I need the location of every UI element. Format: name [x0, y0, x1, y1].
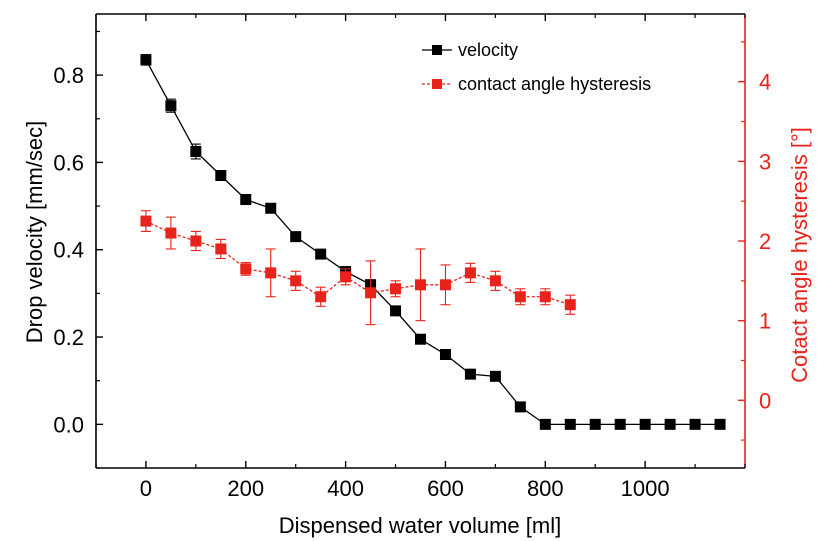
velocity-point — [539, 418, 551, 430]
legend: velocity contact angle hysteresis — [422, 40, 651, 94]
hysteresis-point — [365, 287, 377, 299]
velocity-point — [514, 401, 526, 413]
hysteresis-point — [140, 215, 152, 227]
y-right-axis-title: Cotact angle hysteresis [°] — [787, 127, 812, 383]
velocity-point — [315, 248, 327, 260]
y-left-tick-label: 0.4 — [53, 238, 84, 263]
hysteresis-point — [564, 299, 576, 311]
velocity-point — [390, 305, 402, 317]
hysteresis-point — [265, 267, 277, 279]
y-right-tick-label: 1 — [759, 309, 771, 334]
hysteresis-point — [240, 263, 252, 275]
velocity-point — [464, 368, 476, 380]
hysteresis-point — [165, 227, 177, 239]
y-left-tick-label: 0.0 — [53, 412, 84, 437]
hysteresis-point — [439, 279, 451, 291]
y-right-tick-label: 3 — [759, 149, 771, 174]
y-right-tick-label: 2 — [759, 229, 771, 254]
velocity-point — [265, 202, 277, 214]
axes-layer: 0 200 400 600 800 1000 0.0 0.2 0.4 0.6 0.8 0 1 2 3 4 — [53, 14, 771, 501]
velocity-point — [614, 418, 626, 430]
hysteresis-point — [514, 291, 526, 303]
y-left-tick-label: 0.8 — [53, 63, 84, 88]
velocity-point — [439, 349, 451, 360]
hysteresis-point — [290, 275, 302, 287]
y-left-tick-label: 0.2 — [53, 325, 84, 350]
x-tick-label: 1000 — [621, 476, 670, 501]
velocity-point — [714, 418, 726, 430]
velocity-point — [290, 231, 302, 243]
y-left-tick-label: 0.6 — [53, 150, 84, 175]
hysteresis-point — [539, 291, 551, 303]
velocity-point — [190, 146, 202, 158]
y-left-axis-title: Drop velocity [mm/sec] — [22, 121, 47, 344]
x-tick-label: 600 — [427, 476, 464, 501]
velocity-point — [639, 418, 651, 430]
velocity-point — [165, 100, 177, 112]
y-right-tick-label: 4 — [759, 70, 771, 95]
hysteresis-point — [489, 275, 501, 287]
x-axis-title: Dispensed water volume [ml] — [279, 513, 561, 538]
hysteresis-point — [315, 291, 327, 303]
velocity-point — [140, 54, 152, 66]
x-tick-label: 800 — [527, 476, 564, 501]
velocity-point — [689, 418, 701, 430]
x-tick-label: 400 — [327, 476, 364, 501]
legend-hysteresis-label: contact angle hysteresis — [458, 74, 651, 94]
y-right-tick-label: 0 — [759, 388, 771, 413]
x-tick-label: 0 — [140, 476, 152, 501]
series-layer — [140, 54, 726, 430]
x-tick-label: 200 — [227, 476, 264, 501]
velocity-point — [564, 418, 576, 430]
plot-frame — [95, 13, 746, 469]
velocity-point — [664, 418, 676, 430]
hysteresis-point — [190, 235, 202, 247]
hysteresis-point — [415, 279, 426, 291]
velocity-point — [240, 194, 252, 206]
velocity-point — [589, 418, 601, 430]
hysteresis-line — [145, 220, 571, 306]
legend-hysteresis-marker — [432, 79, 442, 89]
legend-velocity-label: velocity — [458, 40, 518, 60]
velocity-line — [145, 59, 721, 425]
hysteresis-point — [464, 267, 476, 279]
legend-velocity-marker — [432, 45, 442, 55]
hysteresis-point — [215, 243, 227, 255]
velocity-point — [215, 170, 227, 182]
velocity-point — [415, 333, 426, 345]
hysteresis-point — [340, 271, 352, 283]
velocity-point — [489, 370, 501, 382]
hysteresis-point — [390, 283, 402, 295]
